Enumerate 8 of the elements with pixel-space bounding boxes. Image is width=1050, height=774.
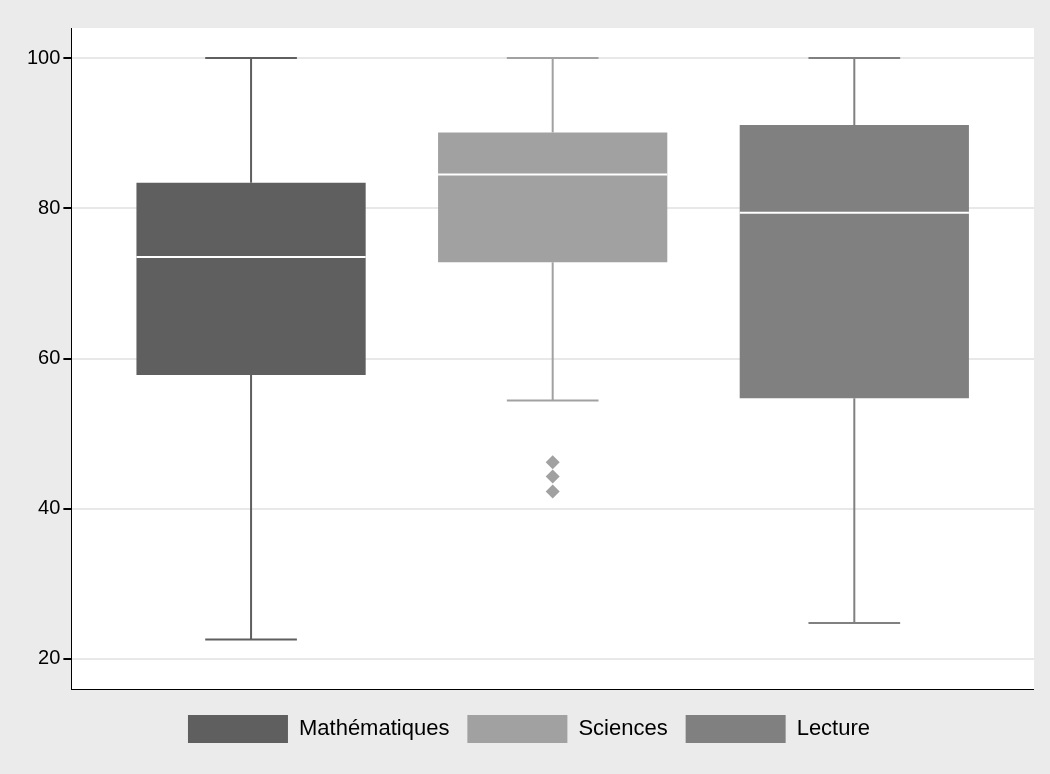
y-tick-label: 20 bbox=[38, 646, 61, 669]
y-tick-label: 80 bbox=[38, 195, 61, 218]
legend-label: Lecture bbox=[796, 715, 871, 741]
y-tick-label: 60 bbox=[38, 346, 61, 369]
y-tick-label: 40 bbox=[38, 496, 61, 519]
legend-label: Sciences bbox=[578, 715, 668, 741]
y-tick-label: 100 bbox=[26, 45, 61, 68]
legend-label: Mathématiques bbox=[298, 715, 450, 741]
